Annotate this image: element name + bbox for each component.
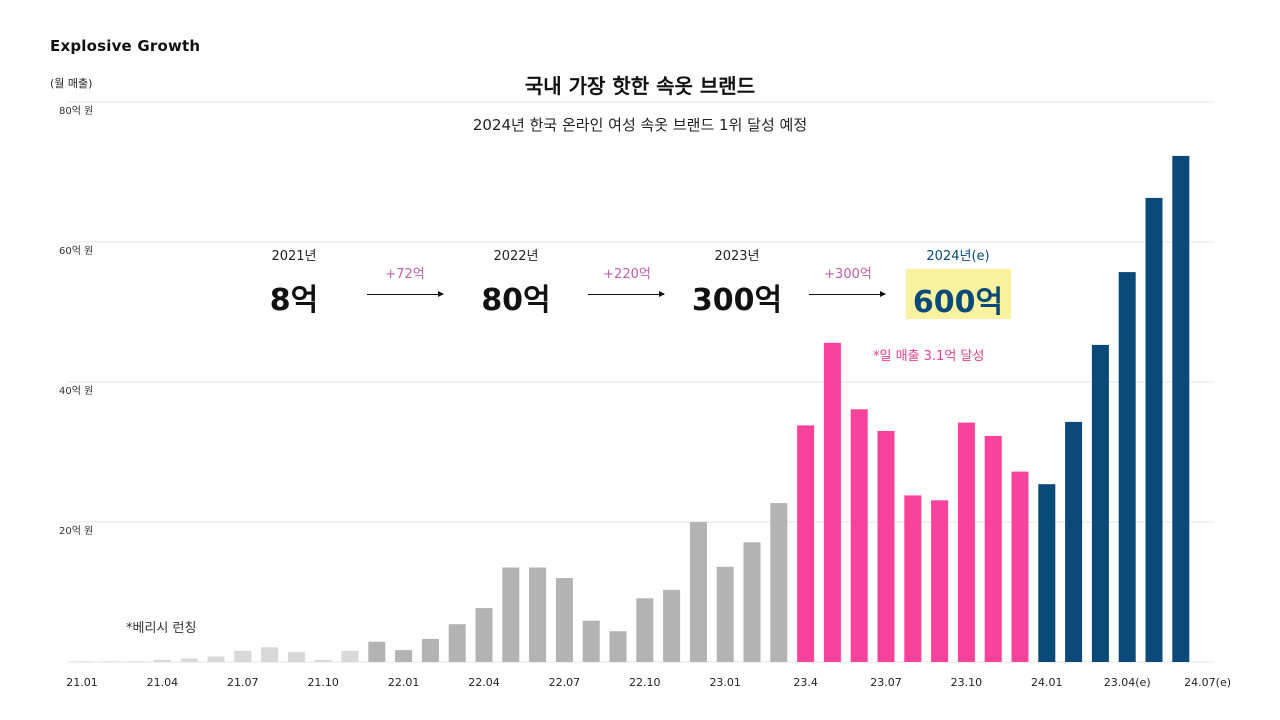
y-tick-label-60: 60억 원 [59, 245, 93, 257]
bar-21.10 [314, 659, 332, 662]
bar-22.12 [689, 522, 707, 662]
bar-23.06 [850, 409, 868, 662]
bar-23.10 [957, 422, 975, 662]
bar-22.08 [582, 620, 600, 662]
bar-21.08 [261, 647, 279, 662]
growth-label-2: +220억 [603, 267, 651, 282]
year-label-2021: 2021년 [271, 249, 317, 264]
bar-23.03 [770, 503, 788, 662]
arrow-2 [588, 291, 665, 297]
bar-21.06 [207, 656, 225, 662]
bar-21.05 [180, 658, 198, 662]
bar-23.07 [877, 431, 895, 662]
bar-22.06 [529, 567, 547, 662]
bar-22.07 [555, 578, 573, 662]
unit-label: (월 매출) [50, 77, 93, 90]
bar-23.08 [904, 495, 922, 662]
bar-22.04 [475, 608, 493, 662]
year-value-2024: 600억 [912, 285, 1004, 320]
bar-22.10 [636, 598, 654, 662]
arrow-1 [367, 291, 444, 297]
x-tick-label-21: 22.10 [629, 676, 661, 689]
bar-21.01 [73, 661, 91, 662]
x-tick-label-36: 24.01 [1031, 676, 1063, 689]
page-subtitle: 2024년 한국 온라인 여성 속옷 브랜드 1위 달성 예정 [472, 116, 808, 134]
year-value-2021: 8억 [269, 283, 319, 318]
bar-22.02 [421, 638, 439, 662]
arrow-3 [809, 291, 886, 297]
bar-22.09 [609, 631, 627, 662]
y-tick-label-20: 20억 원 [59, 525, 93, 537]
bar-22.05 [502, 567, 520, 662]
x-tick-label-15: 22.04 [468, 676, 500, 689]
brand-title: Explosive Growth [50, 37, 201, 55]
bar-23.05 [823, 342, 841, 662]
year-value-2022: 80억 [481, 283, 551, 318]
bar-21.11 [341, 650, 359, 662]
x-tick-label-12: 22.01 [388, 676, 420, 689]
bar-24.02 [1065, 421, 1083, 662]
x-tick-label-33: 23.10 [951, 676, 983, 689]
bar-23.12 [1011, 471, 1029, 662]
year-label-2024: 2024년(e) [926, 249, 990, 264]
x-tick-label-0: 21.01 [66, 676, 98, 689]
daily-sales-note: *일 매출 3.1억 달성 [873, 349, 985, 364]
bar-23.11 [984, 435, 1002, 662]
bar-22.11 [663, 589, 681, 662]
y-tick-label-40: 40억 원 [59, 385, 93, 397]
highlight-box [906, 269, 1011, 319]
bar-23.09 [931, 500, 949, 662]
bar-24.05 [1145, 197, 1163, 662]
y-tick-label-80: 80억 원 [59, 105, 93, 117]
x-tick-label-42: 24.07(e) [1184, 676, 1231, 689]
bar-24.04 [1118, 272, 1136, 662]
bar-22.03 [448, 624, 466, 662]
bar-21.02 [100, 661, 118, 662]
bar-21.12 [368, 641, 386, 662]
bar-21.09 [287, 652, 305, 662]
bar-21.03 [127, 661, 145, 662]
x-tick-label-24: 23.01 [709, 676, 741, 689]
bar-24.06 [1172, 155, 1190, 662]
page-title: 국내 가장 핫한 속옷 브랜드 [524, 74, 756, 98]
x-tick-label-39: 23.04(e) [1104, 676, 1151, 689]
x-tick-label-27: 23.4 [793, 676, 818, 689]
bar-21.04 [153, 659, 171, 662]
bar-21.07 [234, 650, 252, 662]
x-tick-label-18: 22.07 [549, 676, 581, 689]
year-value-2023: 300억 [691, 283, 783, 318]
bar-24.03 [1091, 344, 1109, 662]
launch-note: *베리시 런칭 [126, 621, 197, 636]
growth-label-3: +300억 [824, 267, 872, 282]
bar-23.02 [743, 542, 761, 662]
x-tick-label-30: 23.07 [870, 676, 902, 689]
x-tick-label-3: 21.04 [147, 676, 179, 689]
bar-23.01 [716, 566, 734, 662]
bar-22.01 [395, 650, 413, 662]
year-label-2022: 2022년 [493, 249, 539, 264]
x-tick-label-9: 21.10 [307, 676, 339, 689]
year-label-2023: 2023년 [714, 249, 760, 264]
bar-24.01 [1038, 484, 1056, 662]
bar-23.04 [797, 425, 815, 662]
growth-label-1: +72억 [385, 267, 425, 282]
x-tick-label-6: 21.07 [227, 676, 259, 689]
